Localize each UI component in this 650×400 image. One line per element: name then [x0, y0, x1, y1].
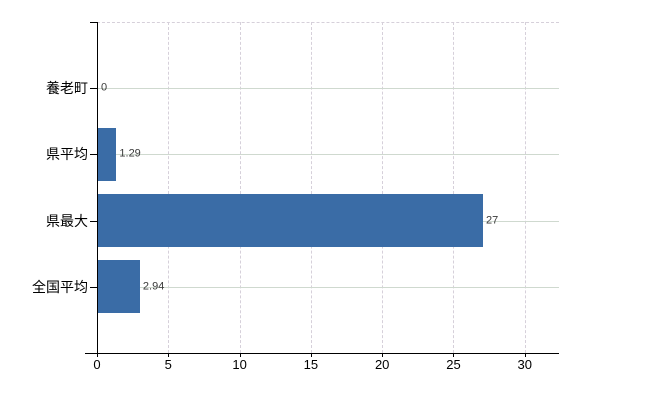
bar-value-label: 2.94 [142, 280, 165, 293]
category-label: 全国平均 [32, 278, 88, 295]
x-tick-label: 25 [446, 357, 461, 372]
x-tick-label: 30 [517, 357, 532, 372]
y-gridline [98, 154, 559, 156]
bar [98, 127, 117, 181]
y-axis-line [97, 22, 98, 357]
x-tick [168, 353, 170, 357]
bar-value-label: 0 [101, 81, 108, 94]
x-axis-line [85, 353, 559, 354]
y-axis-end-tick [90, 22, 97, 23]
x-tick [524, 353, 526, 357]
category-label: 県最大 [46, 212, 88, 229]
x-tick-label: 15 [303, 357, 319, 372]
category-label: 養老町 [46, 80, 88, 97]
x-tick-label: 5 [164, 357, 172, 372]
x-tick [310, 353, 312, 357]
x-tick [239, 353, 241, 357]
x-gridline [382, 22, 384, 353]
y-tick [90, 154, 97, 156]
x-gridline [168, 22, 170, 353]
bar-value-label: 27 [486, 214, 499, 227]
x-gridline [239, 22, 241, 353]
bar-value-label: 1.29 [119, 147, 141, 160]
y-tick [90, 286, 97, 288]
bar [98, 260, 140, 314]
y-gridline [98, 286, 559, 288]
x-tick-label: 0 [93, 357, 101, 372]
x-tick [453, 353, 455, 357]
y-tick [90, 88, 97, 90]
category-label: 県平均 [46, 146, 88, 163]
x-tick [382, 353, 384, 357]
x-tick-label: 10 [232, 357, 247, 372]
y-tick [90, 220, 97, 222]
x-gridline [453, 22, 455, 353]
plot-top-border [97, 22, 559, 23]
y-gridline [98, 88, 559, 90]
bar [98, 194, 483, 248]
x-tick-label: 20 [374, 357, 390, 372]
x-gridline [310, 22, 312, 353]
x-gridline [524, 22, 526, 353]
